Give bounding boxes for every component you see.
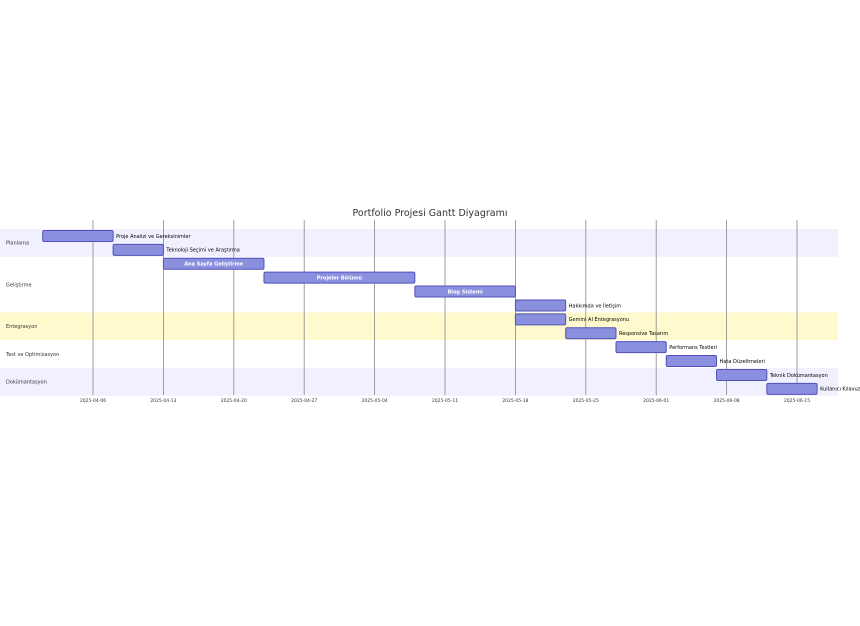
task-bar <box>112 243 164 256</box>
task-bar <box>42 229 114 242</box>
task-label: Teknoloji Seçimi ve Araştırma <box>165 248 239 254</box>
x-tick-label: 2025-04-06 <box>80 398 106 404</box>
task-bar <box>514 299 567 312</box>
task-label: Proje Analizi ve Gereksinimler <box>116 234 191 240</box>
x-tick-label: 2025-05-25 <box>573 398 599 404</box>
section-label: Entegrasyon <box>6 324 37 330</box>
x-tick-label: 2025-05-18 <box>502 398 528 404</box>
x-tick-label: 2025-06-01 <box>643 398 669 404</box>
x-axis: 2025-04-06 2025-04-13 2025-04-20 2025-04-27… <box>80 398 810 404</box>
task-label: Blog Sistemi <box>447 289 483 295</box>
task-bar <box>162 257 265 270</box>
task-label: Projeler Bölümü <box>317 275 363 281</box>
x-tick-label: 2025-04-13 <box>150 398 176 404</box>
section-label: Dokümantasyon <box>6 380 47 386</box>
task-bar <box>665 355 718 368</box>
section-bands <box>0 229 838 396</box>
task-label: Gemini AI Entegrasyonu <box>569 317 629 323</box>
x-tick-label: 2025-05-11 <box>432 398 458 404</box>
section-label: Geliştirme <box>6 282 32 288</box>
section-band <box>0 312 838 341</box>
x-tick-label: 2025-04-20 <box>221 398 247 404</box>
task-labels: Proje Analizi ve Gereksinimler Teknoloji … <box>116 234 860 393</box>
chart-title: Portfolio Projesi Gantt Diyagramı <box>353 208 508 219</box>
task-bar <box>716 368 768 381</box>
task-label: Performans Testleri <box>669 345 717 351</box>
task-bar <box>615 341 667 354</box>
x-tick-label: 2025-05-04 <box>362 398 388 404</box>
task-label: Hakkımda ve İletişim <box>569 302 622 309</box>
task-bar <box>766 382 818 395</box>
task-label: Hata Düzeltmeleri <box>720 359 765 365</box>
section-label: Planlama <box>6 241 29 247</box>
task-label: Kullanıcı Kılavuzu <box>820 387 860 393</box>
task-label: Ana Sayfa Geliştirme <box>184 262 244 268</box>
task-bar <box>263 271 416 284</box>
task-bar <box>414 285 516 298</box>
section-labels: Planlama Geliştirme Entegrasyon Test ve Opt… <box>5 241 59 386</box>
x-tick-label: 2025-04-27 <box>291 398 317 404</box>
task-label: Responsive Tasarım <box>619 331 668 337</box>
task-label: Teknik Dokümantasyon <box>769 373 828 379</box>
task-bar <box>514 313 567 326</box>
section-label: Test ve Optimizasyon <box>5 352 59 358</box>
x-tick-label: 2025-06-08 <box>714 398 740 404</box>
section-band <box>0 368 838 396</box>
task-bars <box>42 229 818 395</box>
x-tick-label: 2025-06-15 <box>784 398 810 404</box>
task-bar <box>565 327 617 340</box>
section-band <box>0 256 838 313</box>
